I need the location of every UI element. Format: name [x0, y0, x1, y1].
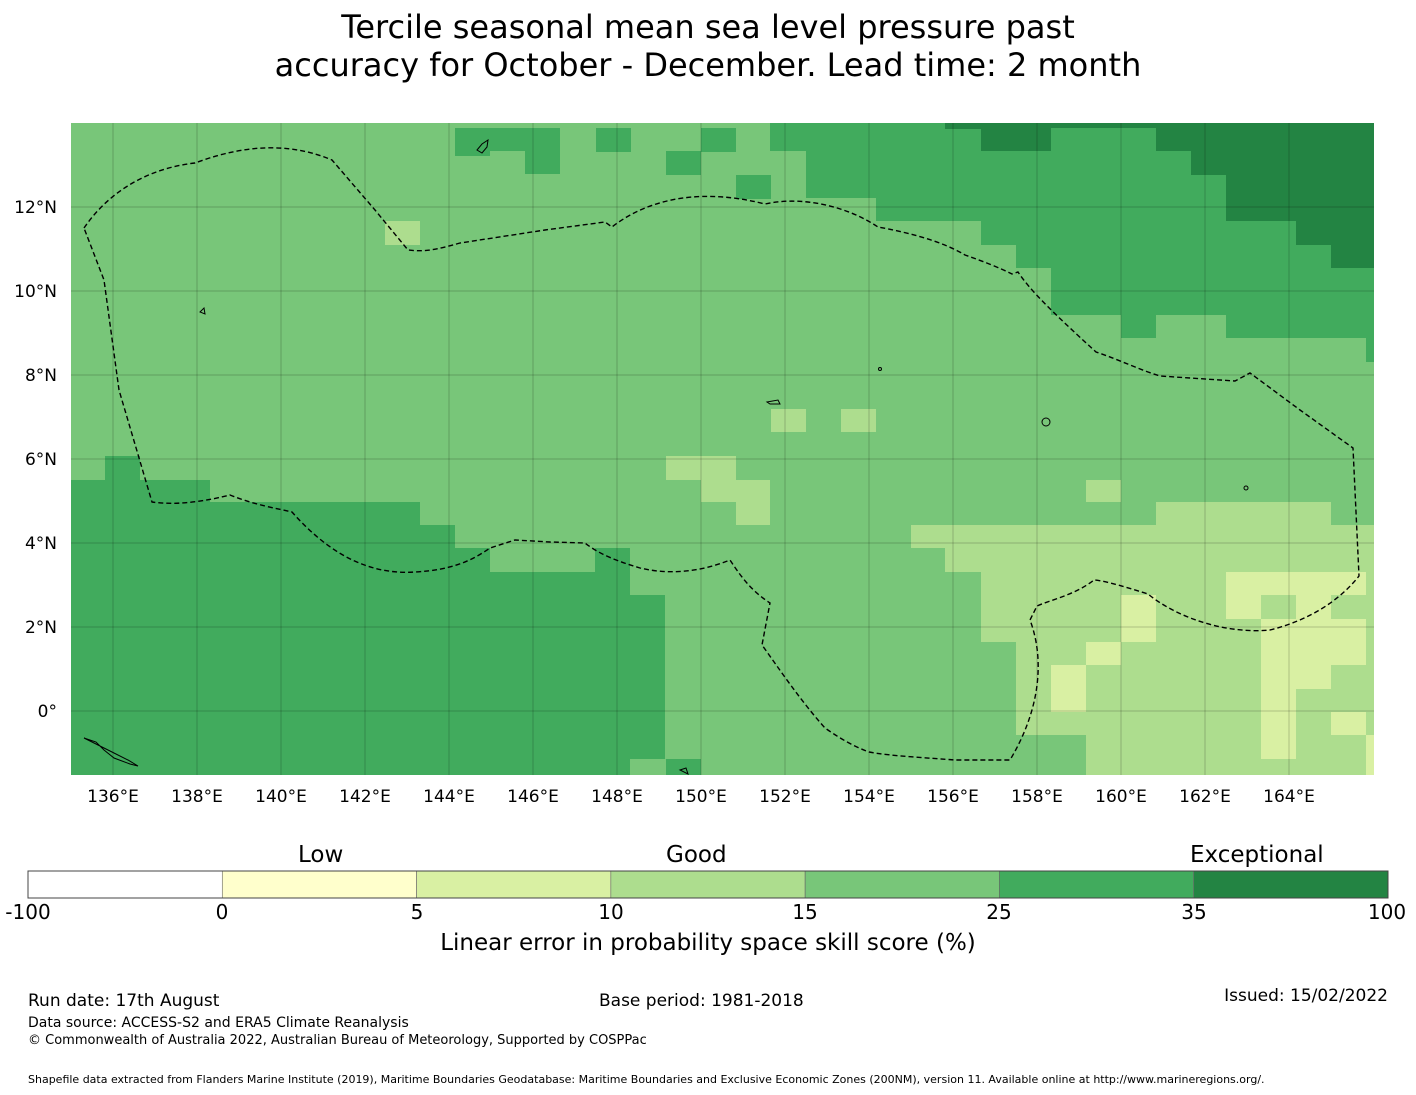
skill-cell: [1261, 595, 1296, 619]
x-tick-label: 164°E: [1263, 787, 1315, 807]
y-tick-label: 4°N: [25, 534, 57, 554]
x-tick-label: 138°E: [171, 787, 223, 807]
colorbar-swatch: [804, 870, 1000, 899]
map-title-line-2: accuracy for October - December. Lead ti…: [274, 46, 1142, 84]
colorbar-swatch: [416, 870, 612, 899]
skill-region-north-cells: [455, 128, 560, 174]
skill-cell: [1121, 595, 1156, 642]
skill-cell: [385, 221, 420, 245]
skill-region-mid-low: [666, 456, 770, 525]
colorbar-tick: 15: [792, 900, 818, 924]
skill-cell: [1051, 665, 1086, 712]
x-tick-label: 156°E: [927, 787, 979, 807]
x-tick-label: 160°E: [1095, 787, 1147, 807]
skill-cell: [1366, 735, 1374, 775]
skill-cell: [701, 128, 736, 152]
skill-cell: [1086, 642, 1121, 665]
y-axis-labels: 12°N 10°N 8°N 6°N 4°N 2°N 0°: [14, 198, 57, 722]
colorbar: [27, 870, 1389, 899]
colorbar-tick: -100: [5, 900, 51, 924]
y-tick-label: 12°N: [14, 198, 57, 218]
skill-cell: [771, 409, 806, 432]
y-tick-label: 6°N: [25, 450, 57, 470]
colorbar-tick: 0: [215, 900, 229, 924]
y-tick-label: 8°N: [25, 366, 57, 386]
x-axis-labels: 136°E 138°E 140°E 142°E 144°E 146°E 148°…: [87, 787, 1315, 807]
x-tick-label: 142°E: [339, 787, 391, 807]
colorbar-label: Linear error in probability space skill …: [440, 930, 976, 956]
skill-region-exceptional-corner: [995, 123, 1374, 268]
colorbar-tick: 10: [598, 900, 624, 924]
issued-date: Issued: 15/02/2022: [1224, 986, 1388, 1006]
colorbar-frame: [27, 870, 1389, 899]
x-tick-label: 152°E: [759, 787, 811, 807]
skill-cell: [596, 128, 631, 152]
x-tick-label: 136°E: [87, 787, 139, 807]
skill-cell: [945, 123, 995, 129]
eez-boundary: [83, 147, 1360, 761]
colorbar-tick: 5: [410, 900, 424, 924]
run-date: Run date: 17th August: [28, 991, 220, 1011]
colorbar-category-low: Low: [298, 842, 344, 868]
colorbar-swatch: [610, 870, 806, 899]
skill-region-north-east: [770, 123, 1374, 362]
colorbar-swatch: [221, 870, 417, 899]
copyright: © Commonwealth of Australia 2022, Austra…: [28, 1033, 647, 1048]
colorbar-swatch: [1193, 870, 1389, 899]
x-tick-label: 144°E: [423, 787, 475, 807]
data-source: Data source: ACCESS-S2 and ERA5 Climate …: [28, 1015, 409, 1031]
colorbar-category-exceptional: Exceptional: [1190, 842, 1324, 868]
y-tick-label: 2°N: [25, 618, 57, 638]
x-tick-label: 140°E: [255, 787, 307, 807]
skill-cell: [841, 409, 876, 432]
colorbar-tick: 35: [1181, 900, 1207, 924]
island-outlines: [83, 138, 1249, 775]
x-tick-label: 158°E: [1011, 787, 1063, 807]
colorbar-tick: 25: [986, 900, 1012, 924]
shapefile-credit: Shapefile data extracted from Flanders M…: [28, 1073, 1265, 1086]
skill-cell: [1331, 712, 1366, 735]
skill-region-south-west: [71, 456, 665, 775]
skill-cell: [736, 175, 771, 199]
x-tick-label: 148°E: [591, 787, 643, 807]
map-title-line-1: Tercile seasonal mean sea level pressure…: [341, 8, 1075, 46]
colorbar-tick: 100: [1367, 900, 1407, 924]
skill-cell: [1086, 480, 1121, 502]
y-tick-label: 10°N: [14, 282, 57, 302]
map-gridlines: [71, 123, 1374, 775]
x-tick-label: 150°E: [675, 787, 727, 807]
colorbar-swatch: [999, 870, 1195, 899]
colorbar-category-good: Good: [666, 842, 727, 868]
x-tick-label: 154°E: [843, 787, 895, 807]
colorbar-swatch: [27, 870, 223, 899]
skill-cell: [666, 151, 701, 175]
x-tick-label: 162°E: [1179, 787, 1231, 807]
x-tick-label: 146°E: [507, 787, 559, 807]
base-period: Base period: 1981-2018: [599, 991, 804, 1011]
skill-region-exceptional: [981, 128, 1051, 151]
y-tick-label: 0°: [38, 702, 57, 722]
skill-cell: [1051, 735, 1086, 775]
skill-cell: [666, 759, 701, 775]
